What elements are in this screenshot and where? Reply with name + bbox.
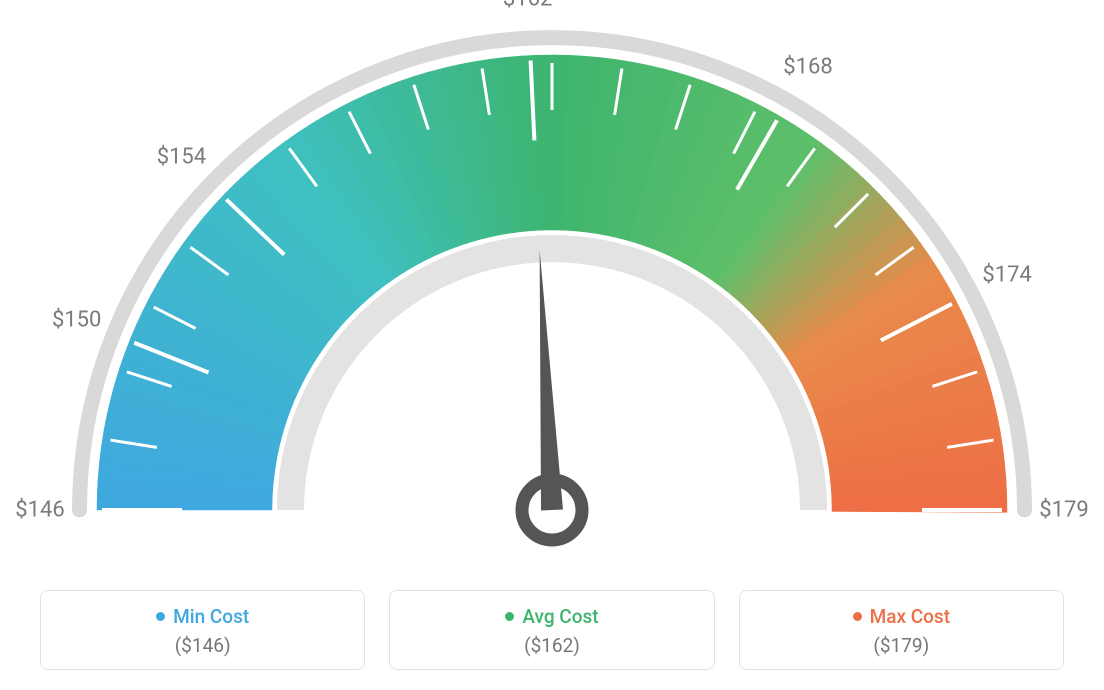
- summary-cards: Min Cost ($146) Avg Cost ($162) Max Cost…: [40, 590, 1064, 670]
- tick-label: $179: [1039, 498, 1088, 523]
- max-cost-value: ($179): [750, 634, 1053, 657]
- avg-cost-label: Avg Cost: [522, 605, 598, 628]
- min-cost-label: Min Cost: [173, 605, 249, 628]
- avg-cost-card: Avg Cost ($162): [389, 590, 714, 670]
- tick-label: $146: [15, 498, 64, 523]
- avg-cost-title: Avg Cost: [400, 605, 703, 628]
- gauge-svg: [0, 0, 1104, 580]
- avg-cost-value: ($162): [400, 634, 703, 657]
- tick-label: $168: [783, 54, 832, 79]
- tick-label: $154: [157, 144, 206, 169]
- avg-dot-icon: [505, 612, 514, 621]
- max-cost-card: Max Cost ($179): [739, 590, 1064, 670]
- gauge-area: $146 $150 $154 $162 $168 $174 $179: [0, 0, 1104, 560]
- needle: [540, 250, 563, 510]
- tick-label: $150: [52, 307, 101, 332]
- max-cost-label: Max Cost: [870, 605, 950, 628]
- min-dot-icon: [156, 612, 165, 621]
- min-cost-title: Min Cost: [51, 605, 354, 628]
- max-dot-icon: [853, 612, 862, 621]
- min-cost-card: Min Cost ($146): [40, 590, 365, 670]
- tick-label: $174: [982, 263, 1031, 288]
- min-cost-value: ($146): [51, 634, 354, 657]
- max-cost-title: Max Cost: [750, 605, 1053, 628]
- tick-label: $162: [503, 0, 552, 11]
- gauge-chart-container: $146 $150 $154 $162 $168 $174 $179 Min Cost ($…: [0, 0, 1104, 690]
